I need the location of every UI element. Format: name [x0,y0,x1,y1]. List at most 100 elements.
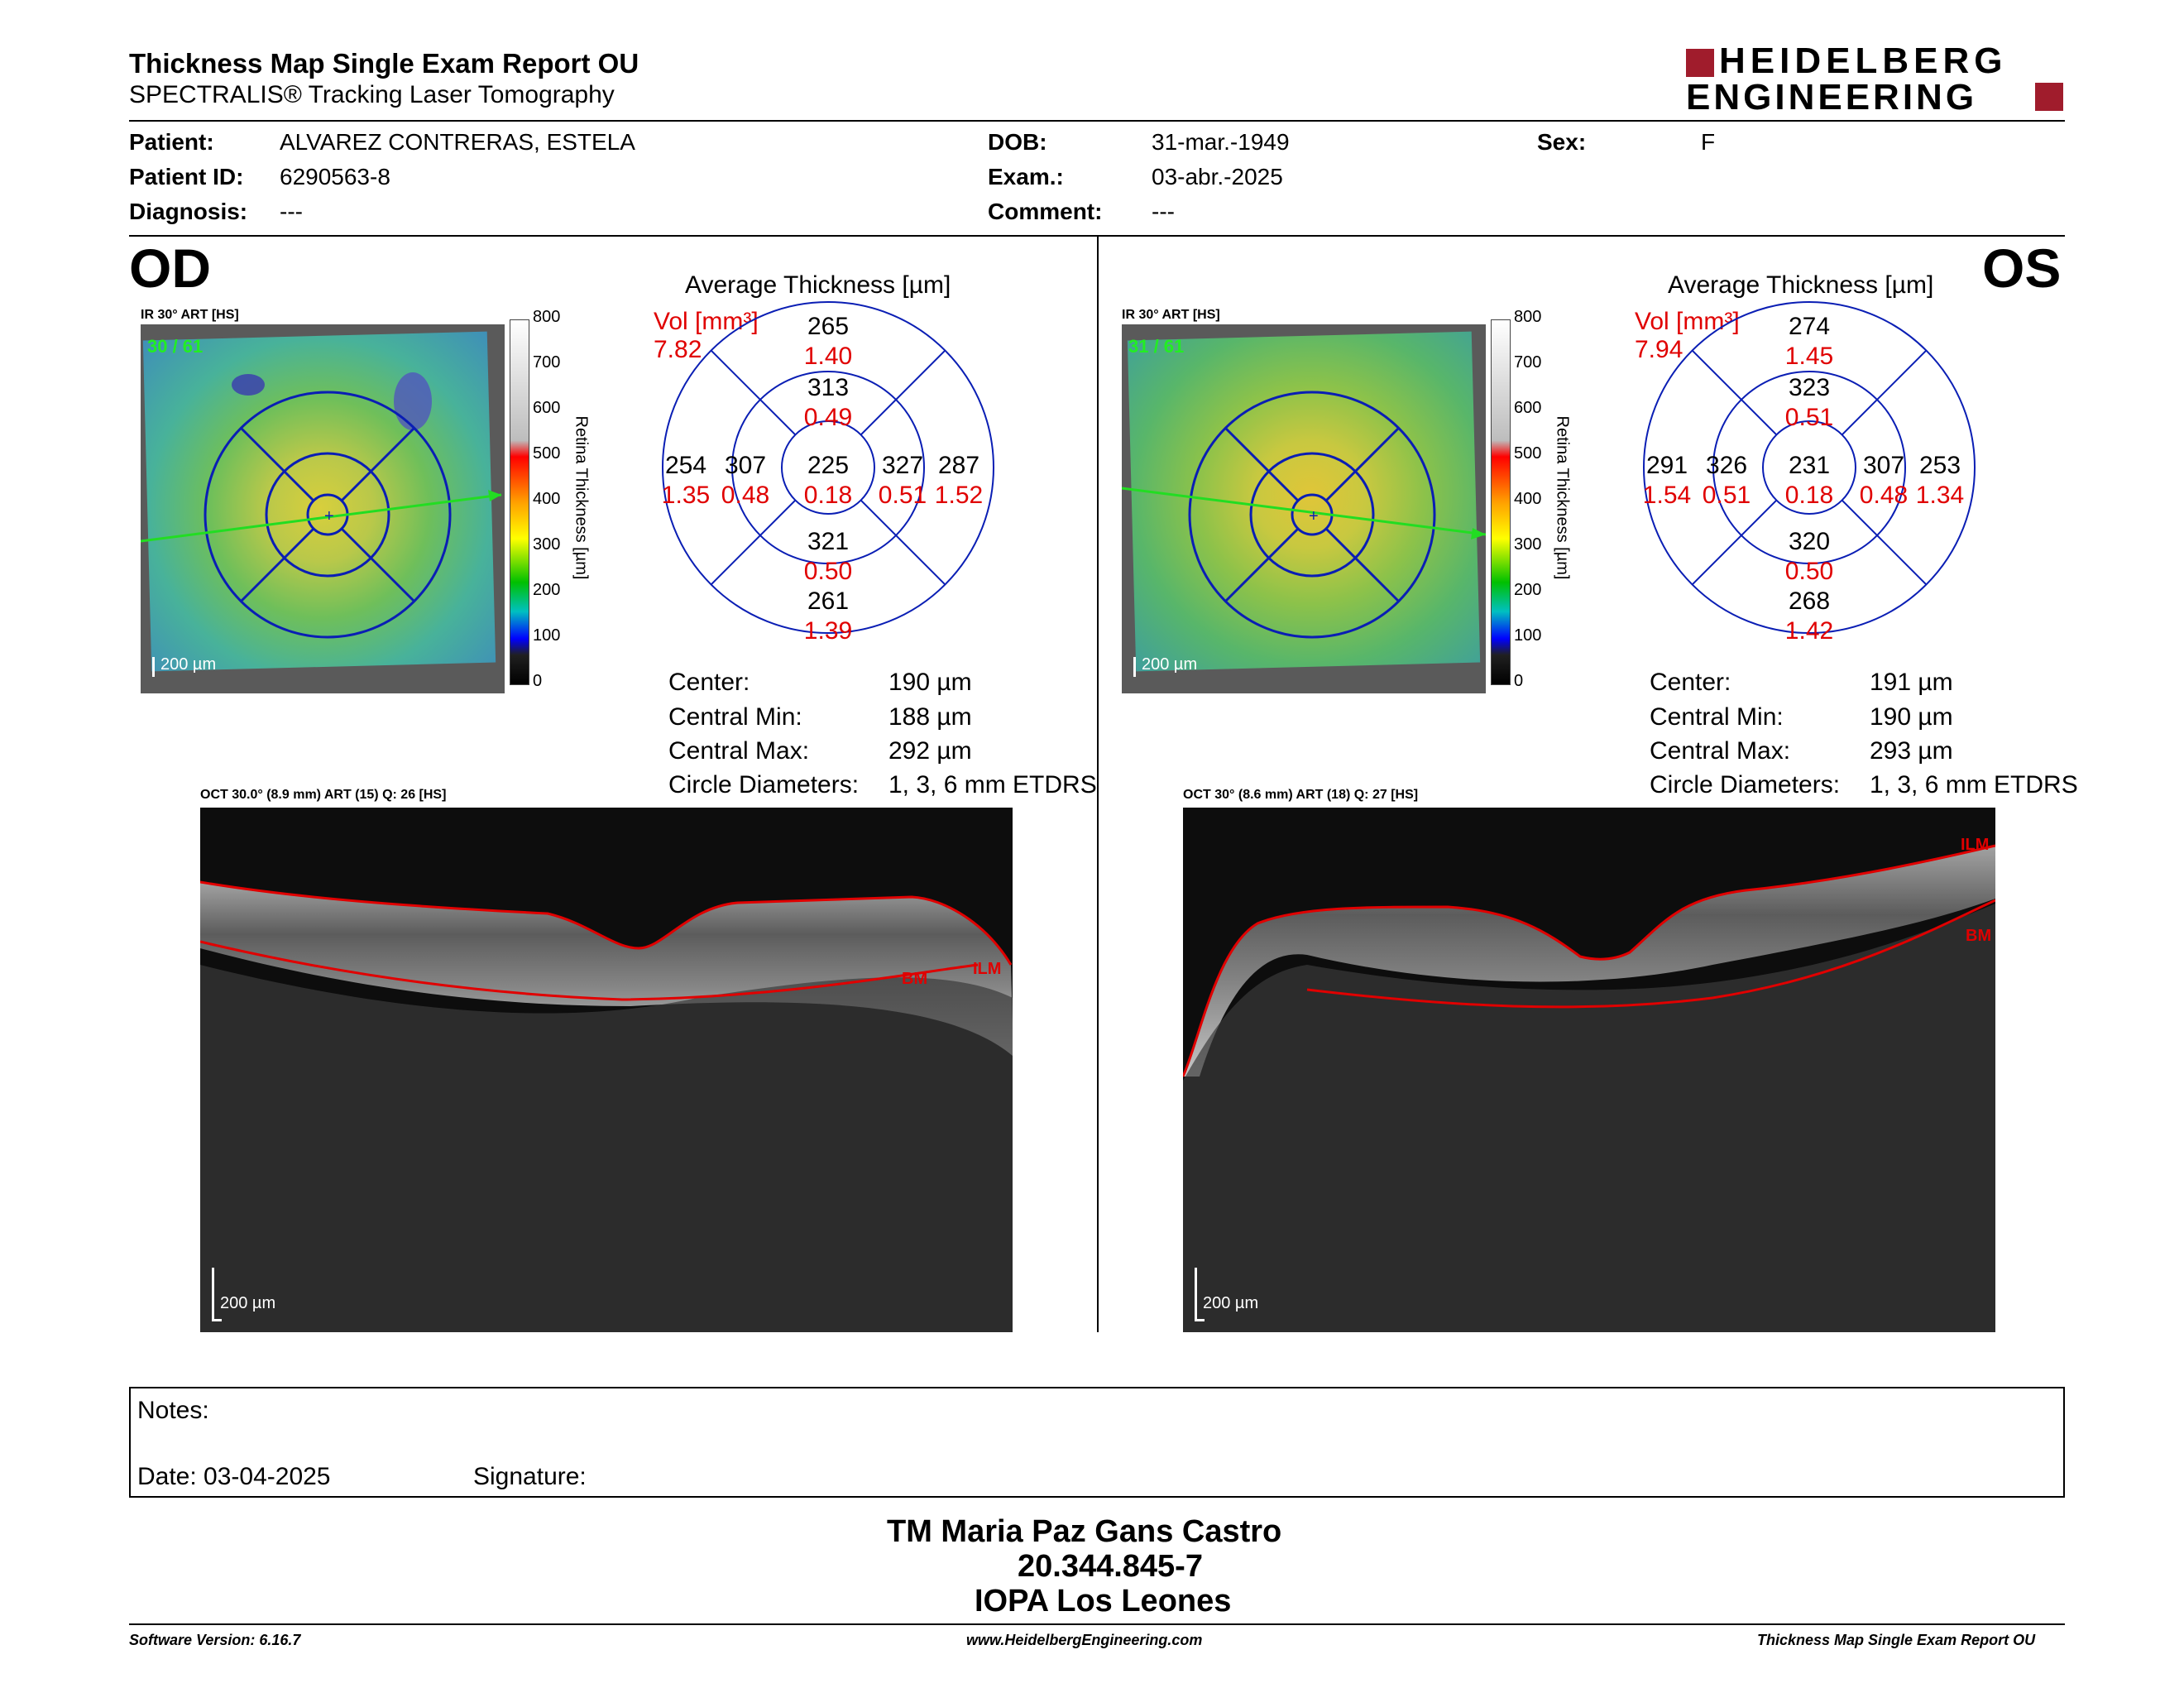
od-oct-scan: BM ILM 200 µm [200,808,1013,1332]
os-inner-temporal-vol: 0.51 [1702,482,1751,509]
svg-text:+: + [1309,507,1319,525]
footer-rule [129,1623,2065,1625]
os-center: 231 [1788,452,1831,479]
diagnosis-value: --- [280,199,303,224]
os-inner-inferior-vol: 0.50 [1784,558,1834,585]
tick-label: 700 [533,353,561,372]
os-outer-nasal-vol: 1.34 [1915,482,1965,509]
sex-value: F [1701,129,1716,155]
os-oct-layers [1183,844,1995,1332]
sex-label: Sex: [1537,129,1587,155]
patient-rule [129,235,2065,237]
patient-id-label: Patient ID: [129,164,244,189]
signer-name: TM Maria Paz Gans Castro [887,1514,1282,1549]
os-inner-superior: 323 [1788,374,1831,401]
tick-label: 0 [533,672,543,690]
os-scale-bar [1133,657,1136,677]
od-circle-diam-label: Circle Diameters: [668,771,860,798]
os-center-vol: 0.18 [1784,482,1834,509]
od-ir-label: IR 30° ART [HS] [141,308,239,322]
od-oct-label: OCT 30.0° (8.9 mm) ART (15) Q: 26 [HS] [200,788,447,802]
od-central-min-value: 188 µm [888,703,972,731]
os-oct-label: OCT 30° (8.6 mm) ART (18) Q: 27 [HS] [1183,788,1419,802]
header-rule [129,120,2065,122]
os-fundus-image: + 31 / 61 200 µm [1122,324,1486,693]
svg-text:+: + [324,507,334,525]
os-avg-title: Average Thickness [µm] [1668,271,1934,299]
od-eye-label: OD [129,237,211,299]
od-ilm-label: ILM [973,960,1002,978]
os-outer-inferior: 268 [1788,587,1831,615]
tick-label: 800 [1514,308,1542,326]
os-inner-temporal: 326 [1705,452,1748,479]
od-outer-nasal-vol: 1.52 [934,482,984,509]
tick-label: 400 [1514,490,1542,508]
od-colorbar-ticks: 800 700 600 500 400 300 200 100 0 [533,308,582,690]
od-vol-label: Vol [mm³] [654,308,759,335]
od-colorbar-title: Retina Thickness [µm] [572,415,591,580]
od-outer-temporal-vol: 1.35 [661,482,711,509]
footer-report-title: Thickness Map Single Exam Report OU [1757,1632,2036,1648]
os-etdrs-grid [1643,301,1976,634]
os-outer-nasal: 253 [1918,452,1961,479]
od-inner-temporal-vol: 0.48 [721,482,770,509]
od-inner-superior-vol: 0.49 [803,404,853,431]
os-bm-label: BM [1966,927,1992,945]
od-inner-temporal: 307 [724,452,767,479]
logo-square-top [1686,49,1714,77]
od-oct-scale-bar-foot [212,1319,222,1321]
report-title: Thickness Map Single Exam Report OU [129,48,639,79]
patient-id: 6290563-8 [280,164,390,189]
od-center: 225 [807,452,850,479]
notes-box[interactable]: Notes: Date: 03-04-2025 Signature: [129,1387,2065,1498]
exam-label: Exam.: [988,164,1064,189]
od-outer-nasal: 287 [937,452,980,479]
comment-label: Comment: [988,199,1103,224]
os-etdrs-values: 274 1.45 323 0.51 291 1.54 326 0.51 231 … [1640,298,1979,645]
dob-value: 31-mar.-1949 [1152,129,1290,155]
od-oct-layers [200,880,1013,1332]
od-oct-scale-bar [212,1268,214,1321]
os-oct-scale-bar-foot [1195,1319,1205,1321]
center-divider [1097,237,1099,1332]
os-outer-inferior-vol: 1.42 [1784,617,1834,645]
tick-label: 700 [1514,353,1542,372]
logo-square-bottom [2035,83,2063,111]
os-central-min-label: Central Min: [1650,703,1784,731]
os-central-min-value: 190 µm [1870,703,1953,731]
os-outer-superior-vol: 1.45 [1784,343,1834,370]
patient-name: ALVAREZ CONTRERAS, ESTELA [280,129,635,155]
signer-institution: IOPA Los Leones [975,1584,1232,1618]
website-link[interactable]: www.HeidelbergEngineering.com [966,1632,1203,1648]
od-inner-nasal-vol: 0.51 [878,482,927,509]
od-oct-scale-label: 200 µm [220,1294,276,1312]
od-center-value: 190 µm [888,669,972,696]
tick-label: 100 [533,626,561,645]
od-circle-diam-value: 1, 3, 6 mm ETDRS [888,771,1097,798]
os-oct-scan: ILM BM 200 µm [1183,808,1995,1332]
os-etdrs-overlay: + [1122,391,1486,639]
od-thin-spot [232,374,265,396]
os-colorbar-title: Retina Thickness [µm] [1553,415,1572,580]
od-outer-superior: 265 [807,313,850,340]
os-circle-diam-label: Circle Diameters: [1650,771,1841,798]
os-circle-diam-value: 1, 3, 6 mm ETDRS [1870,771,2078,798]
od-etdrs-values: 265 1.40 313 0.49 254 1.35 307 0.48 225 … [659,298,998,645]
od-outer-inferior-vol: 1.39 [803,617,853,645]
tick-label: 400 [533,490,561,508]
signature-label: Signature: [473,1463,587,1490]
os-inner-nasal-vol: 0.48 [1859,482,1909,509]
tick-label: 800 [533,308,561,326]
os-center-label: Center: [1650,669,1731,696]
od-vol-value: 7.82 [654,336,702,363]
od-central-min-label: Central Min: [668,703,802,731]
od-outer-superior-vol: 1.40 [803,343,853,370]
os-outer-temporal-vol: 1.54 [1642,482,1692,509]
od-outer-temporal: 254 [664,452,707,479]
tick-label: 600 [1514,399,1542,417]
od-scale-label: 200 µm [160,655,217,674]
os-ilm-label: ILM [1961,836,1990,854]
os-ir-label: IR 30° ART [HS] [1122,308,1220,322]
os-inner-inferior: 320 [1788,528,1831,555]
logo-text-line1: HEIDELBERG [1719,41,2008,81]
